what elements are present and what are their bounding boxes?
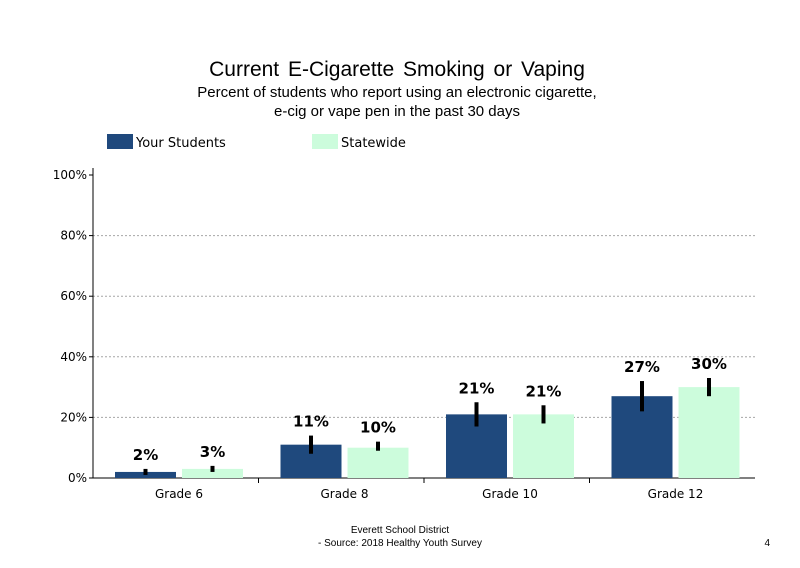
data-label: 21% (526, 382, 562, 400)
x-tick-label: Grade 12 (648, 487, 704, 501)
data-label: 11% (293, 413, 329, 431)
footer-district: Everett School District (350, 525, 450, 536)
page-number: 4 (764, 538, 770, 549)
y-tick-label: 80% (60, 229, 87, 243)
x-tick-label: Grade 8 (320, 487, 368, 501)
x-tick-label: Grade 6 (155, 487, 203, 501)
bar-statewide (347, 447, 409, 478)
data-label: 10% (360, 419, 396, 437)
legend-label: Statewide (341, 136, 406, 151)
y-tick-label: 20% (60, 410, 87, 424)
legend-swatch (312, 134, 338, 149)
chart-title: Current E-Cigarette Smoking or Vaping (209, 58, 585, 81)
data-label: 3% (200, 443, 225, 461)
bar-statewide (182, 468, 243, 478)
x-tick-label: Grade 10 (482, 487, 538, 501)
chart-subtitle-line1: Percent of students who report using an … (197, 84, 597, 101)
y-tick-label: 60% (60, 289, 87, 303)
legend-label: Your Students (135, 136, 226, 151)
data-label: 30% (691, 355, 727, 373)
bar-statewide (513, 414, 574, 478)
chart-subtitle-line2: e-cig or vape pen in the past 30 days (274, 103, 520, 120)
y-tick-label: 40% (60, 350, 87, 364)
data-label: 27% (624, 358, 660, 376)
legend-swatch (107, 134, 133, 149)
bar-statewide (678, 387, 740, 478)
y-tick-label: 0% (68, 471, 87, 485)
y-tick-label: 100% (53, 168, 87, 182)
data-label: 2% (133, 446, 158, 464)
data-label: 21% (459, 379, 495, 397)
footer-source: - Source: 2018 Healthy Youth Survey (318, 538, 482, 549)
